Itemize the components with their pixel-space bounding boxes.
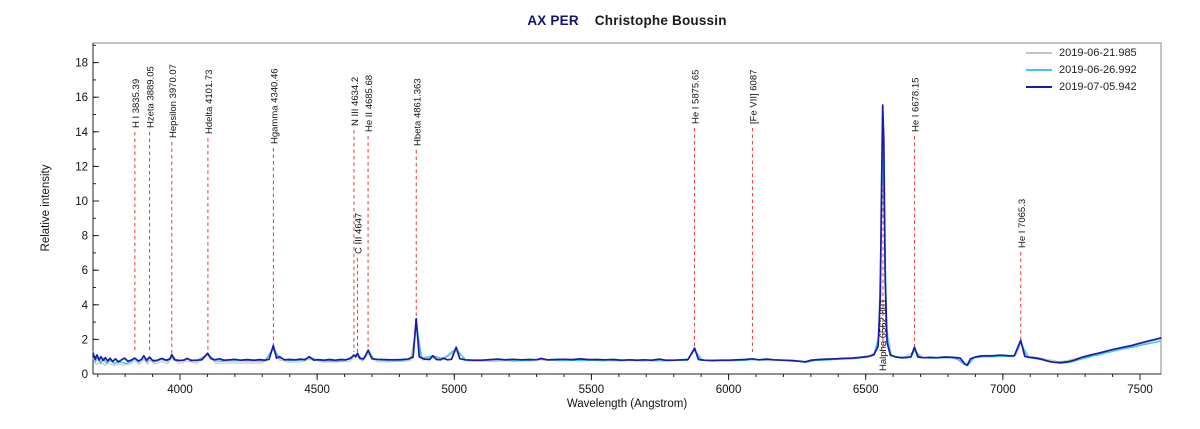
- spectral-line-label: N III 4634.2: [350, 77, 361, 126]
- spectral-line-label: C III 4647: [353, 213, 364, 254]
- x-tick-label: 4000: [167, 384, 193, 396]
- spectral-line-annotations: H I 3835.39 Hzeta 3889.05 Hepsilon 3970.07…: [131, 64, 1028, 353]
- y-axis-title: Relative intensity: [40, 164, 52, 252]
- y-tick-label: 8: [82, 231, 88, 243]
- spectral-line-label: He I 6678.15: [911, 78, 922, 132]
- y-tick-label: 10: [75, 196, 88, 208]
- x-axis-title: Wavelength (Angstrom): [566, 398, 688, 410]
- y-tick-label: 18: [75, 58, 88, 70]
- series-2019-06-21.985: [92, 155, 1162, 367]
- legend-label: 2019-06-26.992: [1059, 64, 1137, 76]
- series-2019-07-05.942: [92, 104, 1162, 367]
- title-author-name: Christophe Boussin: [594, 13, 727, 28]
- legend: 2019-06-21.985 2019-06-26.992 2019-07-05.9…: [1026, 46, 1137, 94]
- y-tick-label: 2: [82, 334, 88, 346]
- spectral-line-label: He II 4685.68: [364, 75, 375, 132]
- legend-swatch: [1026, 69, 1052, 71]
- legend-entry: 2019-07-05.942: [1026, 80, 1137, 94]
- chart-title: AX PER Christophe Boussin: [93, 13, 1161, 28]
- x-tick-label: 5000: [441, 384, 467, 396]
- spectral-line-label-inline: Halpha 6562.801: [878, 299, 889, 371]
- legend-label: 2019-07-05.942: [1059, 81, 1137, 93]
- x-tick-label: 7000: [990, 384, 1016, 396]
- x-tick-label: 7500: [1127, 384, 1153, 396]
- y-tick-label: 4: [82, 300, 89, 312]
- spectral-line-label: Hepsilon 3970.07: [168, 64, 179, 138]
- legend-entry: 2019-06-26.992: [1026, 63, 1137, 77]
- legend-swatch: [1026, 52, 1052, 54]
- plot-frame: [92, 42, 1162, 375]
- spectral-line-label: Hzeta 3889.05: [146, 66, 157, 128]
- x-axis: 4000 4500 5000 5500 6000 6500 7000 7500: [97, 374, 1153, 396]
- x-tick-label: 4500: [304, 384, 330, 396]
- spectral-line-label: He I 5875.65: [690, 70, 701, 124]
- spectrum-series: [92, 104, 1162, 367]
- y-axis: 0 2 4 6 8 10 12 14 16 18: [75, 44, 99, 381]
- y-tick-label: 16: [75, 92, 88, 104]
- y-tick-label: 0: [82, 369, 88, 381]
- legend-label: 2019-06-21.985: [1059, 47, 1137, 59]
- x-tick-label: 6500: [853, 384, 879, 396]
- x-tick-label: 5500: [579, 384, 605, 396]
- legend-entry: 2019-06-21.985: [1026, 46, 1137, 60]
- legend-swatch: [1026, 86, 1052, 88]
- x-tick-label: 6000: [716, 384, 742, 396]
- y-tick-label: 6: [82, 265, 88, 277]
- series-2019-06-26.992: [92, 141, 1162, 366]
- spectral-line-label: Hdelta 4101.73: [204, 70, 215, 134]
- spectral-line-label: He I 7065.3: [1017, 199, 1028, 248]
- spectral-line-label: [Fe VII] 6087: [748, 70, 759, 124]
- spectral-line-label: Hgamma 4340.46: [269, 68, 280, 144]
- y-tick-label: 14: [75, 127, 88, 139]
- title-object-name: AX PER: [527, 13, 579, 28]
- y-tick-label: 12: [75, 161, 88, 173]
- spectral-line-label: Hbeta 4861.363: [412, 78, 423, 146]
- spectral-line-label: H I 3835.39: [131, 79, 142, 128]
